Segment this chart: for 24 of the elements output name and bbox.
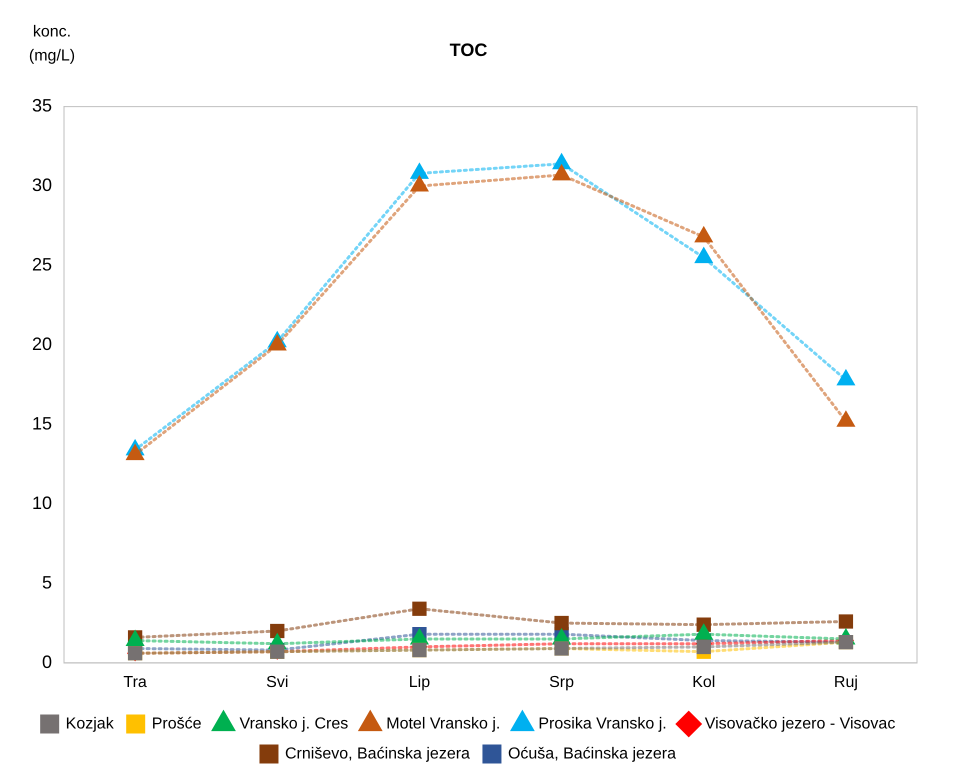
x-tick-label: Tra: [123, 674, 147, 691]
y-tick-label: 25: [32, 254, 52, 274]
legend-label: Oćuša, Baćinska jezera: [508, 745, 676, 762]
y-tick-label: 5: [42, 572, 52, 592]
legend-label: Prošće: [152, 715, 202, 732]
x-tick-label: Srp: [549, 674, 574, 691]
legend-label: Prosika Vransko j.: [538, 715, 667, 732]
legend-label: Motel Vransko j.: [386, 715, 500, 732]
x-tick-label: Kol: [692, 674, 716, 691]
x-tick-label: Svi: [266, 674, 288, 691]
y-axis-title: konc. (mg/L): [28, 23, 76, 64]
x-tick-label: Ruj: [834, 674, 858, 691]
y-tick-label: 0: [42, 652, 52, 672]
x-tick-label: Lip: [408, 674, 430, 691]
legend-label: Vransko j. Cres: [239, 715, 348, 732]
y-tick-label: 10: [32, 492, 52, 513]
chart-title: TOC: [450, 40, 488, 60]
legend-label: Visovačko jezero - Visovac: [704, 715, 896, 732]
legend-label: Crniševo, Baćinska jezera: [284, 745, 470, 762]
y-tick-label: 30: [32, 175, 52, 196]
y-tick-label: 20: [32, 334, 52, 354]
y-tick-label: 35: [32, 96, 52, 116]
legend-label: Kozjak: [66, 715, 115, 732]
y-tick-label: 15: [32, 413, 52, 434]
